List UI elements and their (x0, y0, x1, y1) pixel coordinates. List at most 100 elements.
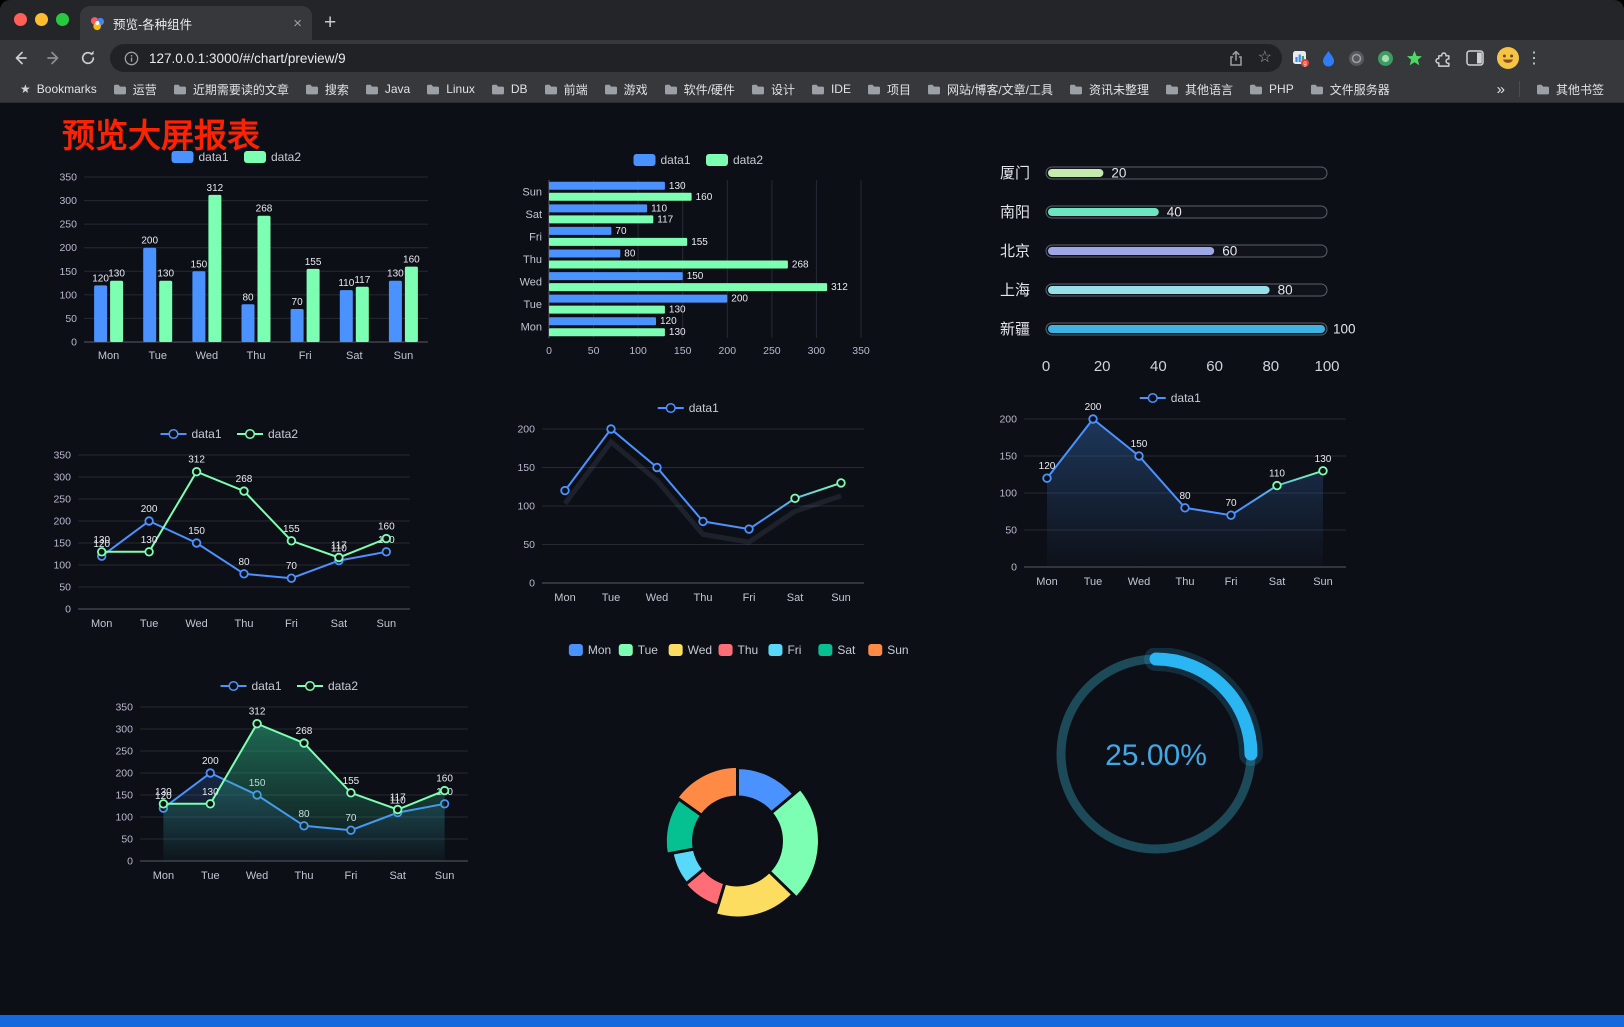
svg-text:100: 100 (629, 345, 647, 357)
bookmark-folder[interactable]: IDE (803, 79, 859, 99)
bookmark-folder[interactable]: 项目 (859, 78, 919, 101)
chart-grouped-bar: data1 data2 0 50 100 150 200 250 300 350 Mon 120 130… (38, 145, 436, 370)
other-bookmarks-folder[interactable]: 其他书签 (1528, 78, 1612, 101)
svg-text:data1: data1 (252, 679, 282, 693)
browser-tab[interactable]: 预览-各种组件 × (80, 6, 312, 40)
browser-menu-icon[interactable]: ⋮ (1526, 50, 1542, 67)
folder-icon (173, 84, 187, 95)
bookmarks-bar: ★ Bookmarks 运营 近期需要读的文章 搜索 Java Linux DB 前端 游戏 软… (0, 76, 1624, 103)
bookmark-folder[interactable]: 搜索 (297, 78, 357, 101)
svg-text:110: 110 (338, 278, 354, 289)
chart-area-single: data1 0 50 100 150 200 Mon Tue Wed Thu Fri Sat Sun 12… (980, 385, 1362, 597)
svg-text:117: 117 (657, 214, 673, 225)
svg-text:250: 250 (53, 494, 71, 506)
bookmark-folder[interactable]: 前端 (536, 78, 596, 101)
svg-text:50: 50 (1005, 525, 1017, 537)
ext-icon-stats[interactable]: g (1292, 50, 1309, 67)
bookmark-folder[interactable]: DB (483, 79, 536, 99)
bookmark-folder[interactable]: PHP (1241, 79, 1302, 99)
svg-text:200: 200 (719, 345, 737, 357)
svg-text:Sun: Sun (522, 186, 542, 198)
svg-text:70: 70 (286, 561, 298, 572)
bookmark-folder[interactable]: 资讯未整理 (1061, 78, 1157, 101)
ext-icon-green-star[interactable] (1406, 50, 1423, 67)
close-window-button[interactable] (14, 13, 27, 26)
bookmark-folder[interactable]: Linux (418, 79, 483, 99)
site-info-icon[interactable] (124, 51, 139, 66)
bookmark-folder[interactable]: 文件服务器 (1302, 78, 1398, 101)
svg-text:Sun: Sun (394, 350, 414, 362)
bookmark-folder[interactable]: Java (357, 79, 418, 99)
new-tab-button[interactable]: + (324, 11, 337, 34)
svg-text:50: 50 (588, 345, 600, 357)
svg-text:Sat: Sat (837, 643, 856, 657)
maximize-window-button[interactable] (56, 13, 69, 26)
svg-text:Fri: Fri (1225, 576, 1238, 588)
svg-text:Fri: Fri (743, 592, 756, 604)
svg-text:100: 100 (999, 488, 1017, 500)
folder-icon (365, 84, 379, 95)
folder-icon (1069, 84, 1083, 95)
svg-text:Thu: Thu (1176, 576, 1195, 588)
extensions-puzzle-icon[interactable] (1435, 49, 1454, 68)
tab-close-icon[interactable]: × (293, 14, 302, 32)
share-icon[interactable] (1228, 50, 1244, 67)
svg-text:新疆: 新疆 (1000, 321, 1030, 338)
svg-text:200: 200 (202, 756, 219, 767)
ext-icon-drop[interactable] (1321, 50, 1336, 67)
bookmark-folder[interactable]: 设计 (743, 78, 803, 101)
bookmark-folder[interactable]: 游戏 (596, 78, 656, 101)
bookmark-star-icon[interactable]: ☆ (1257, 49, 1272, 66)
side-panel-icon[interactable] (1466, 50, 1484, 66)
chart-horizontal-bar: data1 data2 0 50 100 150 200 250 300 350 Mon 120 130… (503, 148, 895, 368)
svg-text:Sun: Sun (831, 592, 851, 604)
minimize-window-button[interactable] (35, 13, 48, 26)
svg-text:北京: 北京 (1000, 243, 1030, 260)
svg-text:20: 20 (1111, 166, 1126, 181)
url-text[interactable]: 127.0.0.1:3000/#/chart/preview/9 (149, 50, 346, 66)
bookmark-folder[interactable]: 其他语言 (1157, 78, 1241, 101)
svg-text:117: 117 (354, 275, 370, 286)
address-bar[interactable]: 127.0.0.1:3000/#/chart/preview/9 ☆ (110, 44, 1282, 72)
footer-accent-bar (0, 1015, 1624, 1027)
svg-text:上海: 上海 (1000, 282, 1030, 299)
bookmark-folder-label: 前端 (563, 82, 588, 97)
svg-text:Sat: Sat (331, 618, 348, 630)
profile-avatar[interactable] (1496, 46, 1520, 70)
bookmarks-overflow-icon[interactable]: » (1496, 80, 1505, 98)
bookmarks-root-label: Bookmarks (36, 82, 97, 96)
forward-button[interactable] (40, 44, 68, 72)
reload-button[interactable] (74, 44, 102, 72)
svg-text:40: 40 (1150, 358, 1167, 375)
svg-text:50: 50 (523, 539, 535, 551)
browser-toolbar: 127.0.0.1:3000/#/chart/preview/9 ☆ g (0, 40, 1624, 76)
ext-icon-dark-circle[interactable] (1348, 50, 1365, 67)
other-bookmarks-label: 其他书签 (1555, 82, 1604, 97)
svg-text:厦门: 厦门 (1000, 165, 1030, 182)
svg-text:160: 160 (436, 774, 453, 785)
svg-text:0: 0 (1011, 562, 1017, 574)
svg-text:160: 160 (696, 192, 713, 203)
bookmark-folder[interactable]: 近期需要读的文章 (165, 78, 297, 101)
bookmark-folder[interactable]: 网站/博客/文章/工具 (919, 78, 1061, 101)
svg-text:110: 110 (331, 544, 347, 555)
svg-text:120: 120 (1039, 461, 1056, 472)
back-button[interactable] (6, 44, 34, 72)
svg-text:350: 350 (59, 172, 77, 184)
svg-text:110: 110 (1269, 469, 1285, 480)
svg-text:南阳: 南阳 (1000, 204, 1030, 221)
svg-text:117: 117 (390, 793, 406, 804)
chart-line-two-series: data1 data2 0 50 100 150 200 250 300 350 Mon Tue Wed… (34, 421, 426, 639)
bookmark-folder-label: 游戏 (623, 82, 648, 97)
svg-text:130: 130 (669, 327, 686, 338)
svg-text:Wed: Wed (196, 350, 218, 362)
bookmarks-root-item[interactable]: ★ Bookmarks (12, 79, 105, 99)
bookmark-folder[interactable]: 软件/硬件 (656, 78, 743, 101)
svg-text:150: 150 (59, 266, 77, 278)
bookmark-folder[interactable]: 运营 (105, 78, 165, 101)
ext-icon-green-circle[interactable] (1377, 50, 1394, 67)
svg-text:0: 0 (71, 337, 77, 349)
svg-text:data2: data2 (328, 679, 358, 693)
svg-text:Sun: Sun (435, 870, 455, 882)
svg-text:150: 150 (1131, 439, 1148, 450)
